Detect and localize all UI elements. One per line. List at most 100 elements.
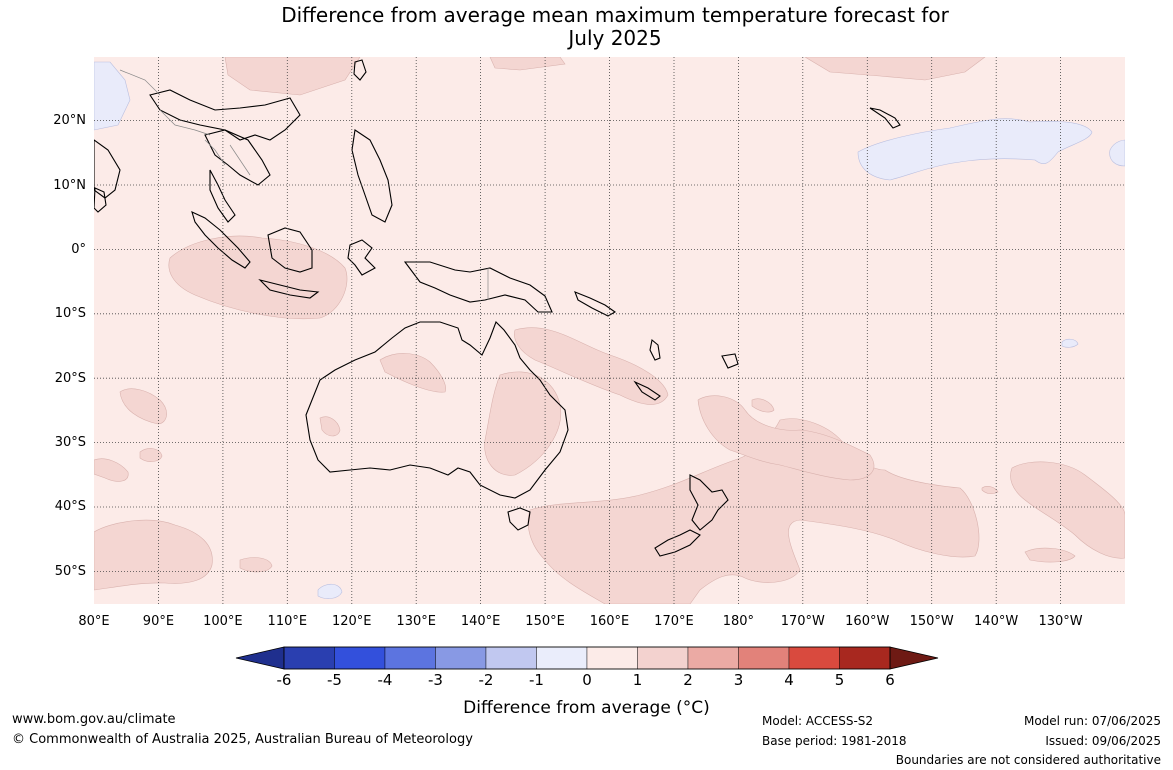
india-coast-outline bbox=[94, 139, 121, 199]
warm-area-coral-sea bbox=[514, 327, 669, 405]
colorbar-box bbox=[637, 646, 689, 670]
colorbar-box bbox=[839, 646, 891, 670]
warm-area-small-2 bbox=[319, 416, 341, 437]
warm-area-small-1 bbox=[139, 448, 163, 462]
longitude-label: 110°E bbox=[267, 614, 308, 629]
new-zealand-north-outline bbox=[689, 474, 729, 531]
warm-area-small-tasman bbox=[981, 486, 999, 495]
latitude-label: 10°S bbox=[54, 306, 86, 322]
colorbar-tick-label: -4 bbox=[377, 671, 393, 689]
warm-area-west-indian bbox=[119, 388, 167, 425]
vanuatu-outline bbox=[649, 338, 661, 361]
longitude-label: 150°E bbox=[525, 614, 565, 629]
cool-anomaly-areas bbox=[94, 61, 1125, 599]
title-line-1: Difference from average mean maximum tem… bbox=[281, 3, 949, 27]
warm-area-west-edge bbox=[94, 458, 129, 482]
copyright-text: © Commonwealth of Australia 2025, Austra… bbox=[12, 732, 473, 747]
new-caledonia-outline bbox=[633, 380, 661, 401]
warm-area-east-pacific bbox=[697, 395, 875, 481]
longitude-label: 140°W bbox=[974, 614, 1019, 629]
warm-area-southeast bbox=[1010, 461, 1125, 559]
warm-anomaly-areas bbox=[94, 57, 1125, 604]
warm-area-nw-australia bbox=[379, 353, 446, 393]
hawaii-outline bbox=[869, 107, 901, 129]
base-period: Base period: 1981-2018 bbox=[762, 734, 907, 748]
cool-area-pacific-small bbox=[1061, 338, 1079, 348]
philippines-outline bbox=[351, 129, 393, 223]
colorbar-tick-label: -3 bbox=[428, 671, 443, 689]
issued-date: Issued: 09/06/2025 bbox=[1045, 734, 1161, 748]
title-line-2: July 2025 bbox=[568, 26, 662, 50]
colorbar-tick-label: 1 bbox=[632, 671, 643, 689]
new-zealand-south-outline bbox=[654, 529, 701, 557]
cool-area-ne-edge bbox=[1109, 139, 1125, 167]
colorbar-tick-label: 5 bbox=[834, 671, 845, 689]
colorbar-tick-label: 2 bbox=[683, 671, 693, 689]
sulawesi-outline bbox=[347, 239, 376, 276]
colorbar-box bbox=[788, 646, 840, 670]
cool-area-indochina bbox=[94, 61, 131, 131]
sri-lanka-outline bbox=[94, 187, 107, 213]
warm-area-east-australia bbox=[484, 371, 562, 476]
colorbar-box bbox=[384, 646, 436, 670]
website-link[interactable]: www.bom.gov.au/climate bbox=[12, 712, 176, 727]
latitude-label: 40°S bbox=[54, 499, 86, 515]
boundaries-disclaimer: Boundaries are not considered authoritat… bbox=[895, 753, 1161, 767]
longitude-label: 130°W bbox=[1038, 614, 1083, 629]
colorbar-box bbox=[283, 646, 335, 670]
colorbar bbox=[235, 646, 939, 670]
colorbar-tick-label: 3 bbox=[733, 671, 744, 689]
longitude-label: 120°E bbox=[331, 614, 372, 629]
colorbar-box bbox=[485, 646, 537, 670]
latitude-label: 50°S bbox=[54, 563, 86, 579]
colorbar-box bbox=[334, 646, 386, 670]
colorbar-extend-low bbox=[235, 646, 285, 670]
colorbar-box bbox=[687, 646, 739, 670]
colorbar-tick-label: -6 bbox=[276, 671, 292, 689]
java-outline bbox=[258, 278, 320, 299]
taiwan-outline bbox=[353, 59, 367, 81]
warm-area-small-pacific bbox=[751, 398, 775, 413]
warm-area-north-central bbox=[224, 57, 361, 96]
latitude-label: 30°S bbox=[54, 435, 86, 451]
solomon-islands-outline bbox=[574, 291, 617, 317]
tasmania-outline bbox=[507, 507, 531, 531]
warm-area-small-south bbox=[239, 557, 273, 573]
longitude-label: 80°E bbox=[78, 614, 110, 629]
colorbar-box bbox=[586, 646, 638, 670]
chart-title: Difference from average mean maximum tem… bbox=[0, 4, 1173, 50]
latitude-label: 0° bbox=[71, 242, 86, 258]
warm-area-southwest bbox=[94, 519, 213, 591]
colorbar-tick-label: -5 bbox=[327, 671, 342, 689]
warm-area-north-pacific-top bbox=[489, 57, 566, 71]
australia-outline bbox=[305, 321, 569, 499]
longitude-label: 160°E bbox=[589, 614, 630, 629]
longitude-label: 100°E bbox=[203, 614, 243, 629]
cool-area-south-small bbox=[317, 583, 343, 599]
colorbar-label: Difference from average (°C) bbox=[463, 698, 710, 718]
sumatra-outline bbox=[191, 210, 251, 269]
model-name: Model: ACCESS-S2 bbox=[762, 714, 874, 728]
latitude-label: 20°S bbox=[54, 370, 86, 386]
china-coast-outline bbox=[149, 89, 301, 141]
warm-area-se-small bbox=[1024, 547, 1076, 563]
colorbar-tick-label: 6 bbox=[885, 671, 895, 689]
warm-area-indian-ocean bbox=[168, 235, 348, 320]
colorbar-box bbox=[738, 646, 790, 670]
longitude-label: 170°E bbox=[654, 614, 694, 629]
graticule bbox=[94, 57, 1125, 604]
model-run-date: Model run: 07/06/2025 bbox=[1023, 714, 1161, 728]
longitude-label: 160°W bbox=[845, 614, 890, 629]
colorbar-box bbox=[536, 646, 588, 670]
longitude-label: 140°E bbox=[460, 614, 501, 629]
colorbar-boxes bbox=[283, 646, 891, 670]
longitude-label: 130°E bbox=[396, 614, 436, 629]
colorbar-extend-high bbox=[889, 646, 939, 670]
colorbar-tick-label: -1 bbox=[529, 671, 544, 689]
colorbar-box bbox=[435, 646, 487, 670]
coastlines bbox=[94, 59, 901, 557]
borneo-outline bbox=[267, 227, 313, 273]
warm-area-north-east bbox=[804, 57, 986, 81]
colorbar-frame bbox=[283, 646, 891, 670]
